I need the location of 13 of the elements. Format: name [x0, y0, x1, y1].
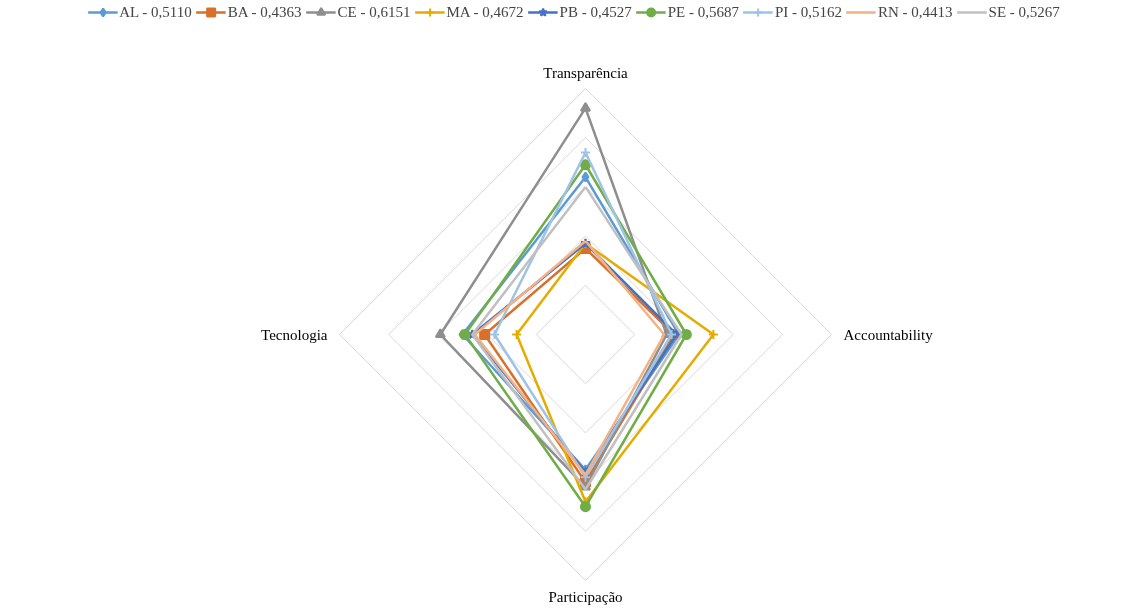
- legend-label: PI - 0,5162: [774, 3, 843, 21]
- legend-label: RN - 0,4413: [878, 3, 953, 21]
- legend-label: PE - 0,5687: [667, 3, 739, 21]
- legend-label: AL - 0,5110: [119, 3, 192, 21]
- spoke-label: Transparência: [543, 64, 629, 81]
- legend-label: SE - 0,5267: [988, 3, 1060, 21]
- legend-label: BA - 0,4363: [227, 3, 302, 21]
- legend-label: CE - 0,6151: [337, 3, 411, 21]
- legend-label: MA - 0,4672: [446, 3, 524, 21]
- legend-label: PB - 0,4527: [559, 3, 632, 21]
- spoke-label: Accountability: [843, 326, 934, 343]
- spoke-label: Tecnologia: [261, 326, 328, 343]
- spoke-label: Participação: [548, 588, 623, 605]
